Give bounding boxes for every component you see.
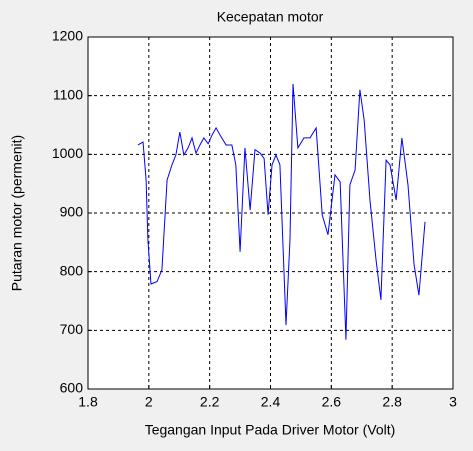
y-axis-label: Putaran motor (permenit): [9, 135, 25, 291]
y-tick-label: 900: [60, 204, 84, 220]
data-line: [137, 83, 426, 340]
y-tick-label: 600: [60, 380, 84, 396]
x-tick-label: 2: [145, 394, 153, 410]
y-tick-label: 1000: [52, 145, 83, 161]
x-tick-label: 2.4: [261, 394, 281, 410]
x-axis-label: Tegangan Input Pada Driver Motor (Volt): [145, 422, 396, 438]
x-tick-label: 2.6: [322, 394, 342, 410]
chart-title: Kecepatan motor: [217, 9, 324, 25]
y-tick-label: 1200: [52, 28, 83, 44]
x-tick-label: 3: [449, 394, 457, 410]
x-tick-label: 1.8: [78, 394, 98, 410]
y-tick-label: 800: [60, 262, 84, 278]
y-tick-label: 1100: [53, 86, 83, 102]
x-tick-label: 2.2: [200, 394, 220, 410]
axes-box: [87, 36, 454, 390]
y-tick-label: 700: [60, 321, 84, 337]
x-tick-label: 2.8: [382, 394, 402, 410]
